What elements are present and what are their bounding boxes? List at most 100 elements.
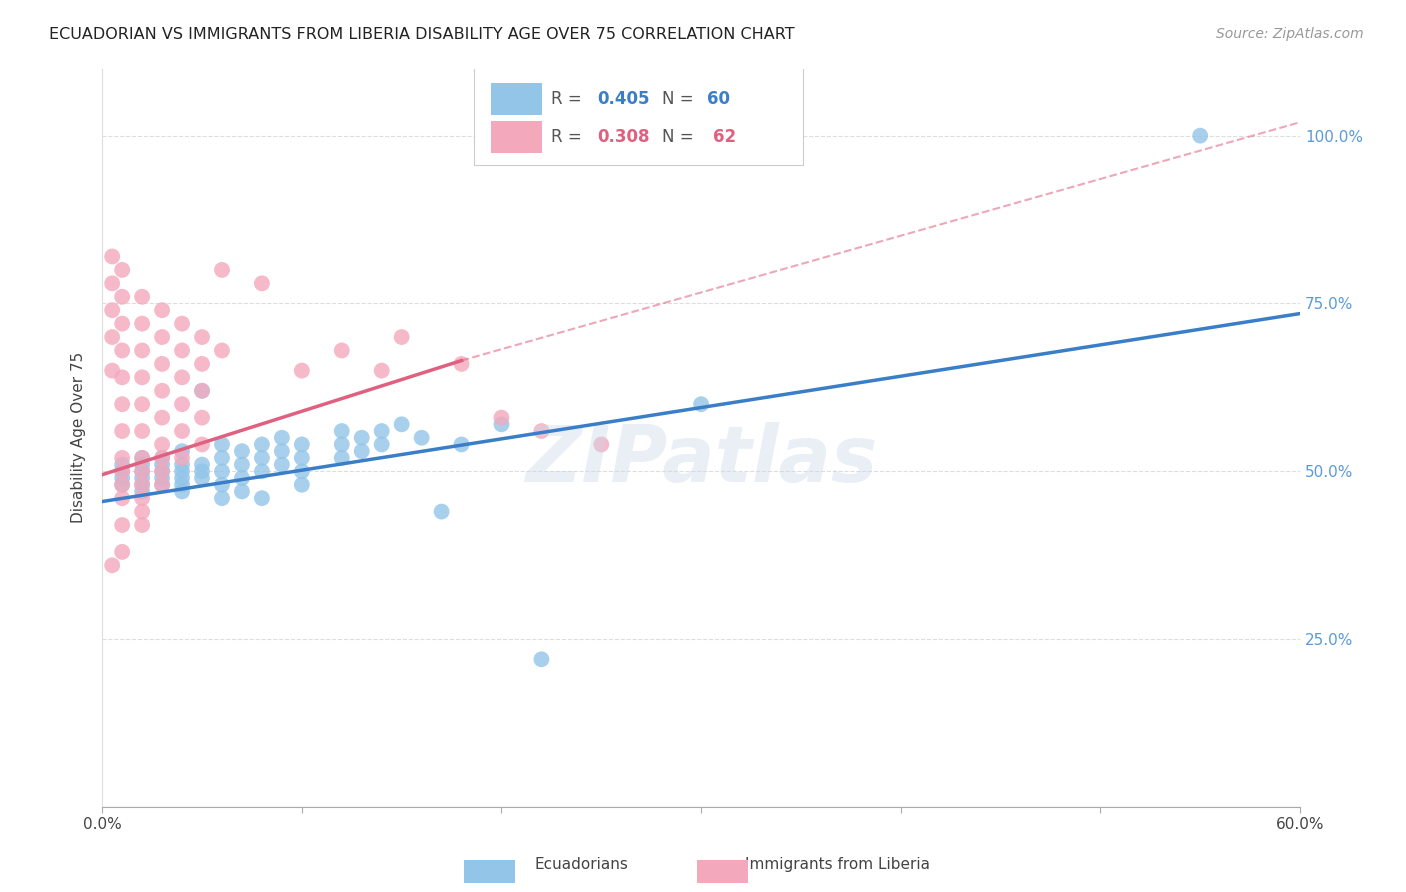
Point: [191, 357, 214, 371]
Point: [131, 464, 153, 478]
Point: [191, 464, 214, 478]
Point: [250, 491, 273, 505]
Point: [111, 471, 134, 485]
Point: [131, 458, 153, 472]
Point: [330, 343, 353, 358]
Point: [131, 491, 153, 505]
Point: [170, 464, 193, 478]
Point: [191, 471, 214, 485]
Text: Immigrants from Liberia: Immigrants from Liberia: [745, 857, 931, 872]
Text: 60: 60: [707, 90, 730, 108]
Point: [111, 424, 134, 438]
Point: [111, 290, 134, 304]
Point: [150, 477, 173, 491]
Point: [150, 437, 173, 451]
Text: 0.405: 0.405: [598, 90, 650, 108]
Point: [450, 437, 472, 451]
Point: [350, 431, 373, 445]
Point: [131, 477, 153, 491]
Point: [211, 263, 233, 277]
Point: [530, 652, 553, 666]
Point: [111, 477, 134, 491]
Point: [231, 484, 253, 499]
Point: [150, 471, 173, 485]
FancyBboxPatch shape: [492, 83, 541, 115]
Point: [150, 357, 173, 371]
Point: [270, 431, 292, 445]
Text: N =: N =: [662, 128, 699, 146]
Point: [150, 458, 173, 472]
Point: [111, 458, 134, 472]
Point: [191, 384, 214, 398]
Point: [111, 464, 134, 478]
Point: [150, 384, 173, 398]
Point: [150, 330, 173, 344]
FancyBboxPatch shape: [492, 121, 541, 153]
Point: [370, 424, 392, 438]
Point: [101, 363, 124, 377]
Point: [170, 471, 193, 485]
Point: [131, 424, 153, 438]
Point: [330, 437, 353, 451]
Point: [591, 437, 613, 451]
Point: [430, 505, 453, 519]
Point: [101, 558, 124, 573]
Point: [231, 444, 253, 458]
Point: [250, 437, 273, 451]
Point: [131, 471, 153, 485]
Point: [170, 370, 193, 384]
Point: [191, 330, 214, 344]
Point: [211, 437, 233, 451]
Point: [101, 250, 124, 264]
Point: [211, 343, 233, 358]
Point: [131, 397, 153, 411]
Point: [170, 458, 193, 472]
Point: [170, 450, 193, 465]
Point: [131, 290, 153, 304]
Point: [231, 471, 253, 485]
Point: [131, 477, 153, 491]
Point: [101, 303, 124, 318]
Point: [111, 545, 134, 559]
Point: [111, 343, 134, 358]
Text: R =: R =: [551, 128, 588, 146]
Point: [330, 450, 353, 465]
Point: [170, 444, 193, 458]
Point: [150, 450, 173, 465]
Point: [170, 317, 193, 331]
FancyBboxPatch shape: [474, 57, 803, 164]
Point: [330, 424, 353, 438]
Point: [170, 397, 193, 411]
Point: [111, 397, 134, 411]
Point: [111, 317, 134, 331]
Point: [101, 277, 124, 291]
Point: [391, 417, 413, 432]
Point: [211, 450, 233, 465]
Text: 0.308: 0.308: [598, 128, 650, 146]
Point: [111, 263, 134, 277]
Point: [191, 384, 214, 398]
Point: [101, 330, 124, 344]
Point: [150, 450, 173, 465]
Point: [270, 458, 292, 472]
Point: [111, 477, 134, 491]
Point: [211, 477, 233, 491]
Point: [111, 370, 134, 384]
Point: [291, 464, 314, 478]
Point: [191, 437, 214, 451]
Point: [170, 477, 193, 491]
Point: [391, 330, 413, 344]
Text: ECUADORIAN VS IMMIGRANTS FROM LIBERIA DISABILITY AGE OVER 75 CORRELATION CHART: ECUADORIAN VS IMMIGRANTS FROM LIBERIA DI…: [49, 27, 794, 42]
Point: [131, 343, 153, 358]
Point: [211, 491, 233, 505]
Point: [150, 410, 173, 425]
Point: [191, 458, 214, 472]
Point: [350, 444, 373, 458]
Point: [270, 444, 292, 458]
Point: [131, 370, 153, 384]
Point: [291, 437, 314, 451]
Point: [491, 417, 513, 432]
Point: [111, 450, 134, 465]
Text: R =: R =: [551, 90, 588, 108]
Point: [150, 464, 173, 478]
